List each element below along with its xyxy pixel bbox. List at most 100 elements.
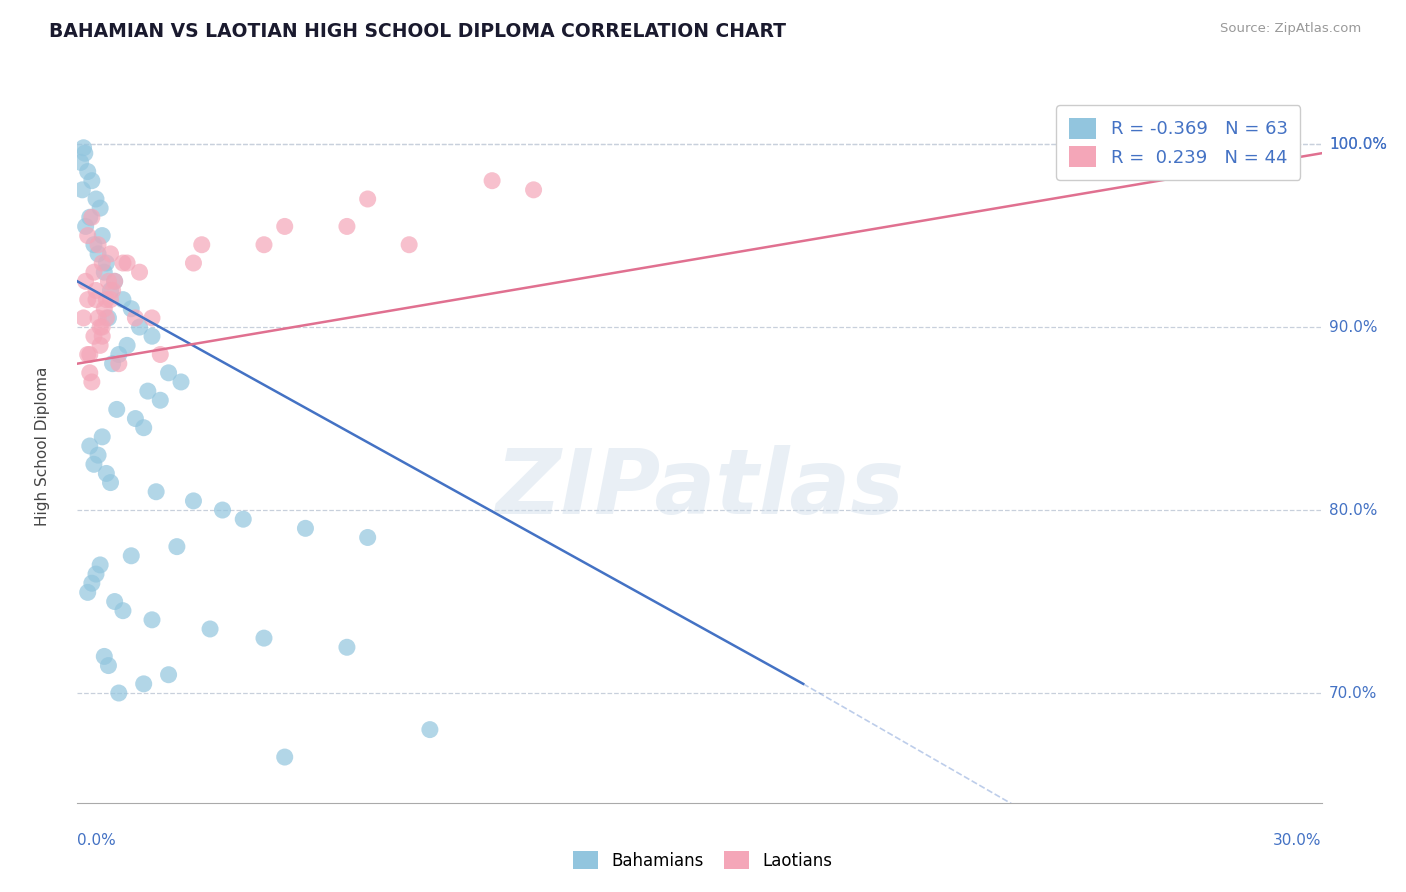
Point: [141, 613, 163, 627]
Point: [115, 256, 138, 270]
Point: [75, 219, 97, 234]
Point: [87, 310, 110, 325]
Text: 90.0%: 90.0%: [1329, 319, 1378, 334]
Point: [76, 228, 98, 243]
Point: [124, 411, 146, 425]
Point: [84, 567, 107, 582]
Point: [145, 484, 167, 499]
Point: [157, 667, 180, 681]
Point: [128, 320, 150, 334]
Point: [191, 237, 214, 252]
Point: [523, 183, 546, 197]
Point: [97, 310, 120, 325]
Point: [89, 201, 111, 215]
Point: [132, 677, 155, 691]
Point: [104, 274, 127, 288]
Point: [75, 274, 97, 288]
Point: [89, 320, 111, 334]
Point: [101, 357, 124, 371]
Point: [93, 265, 115, 279]
Point: [274, 219, 297, 234]
Point: [69, 155, 91, 169]
Point: [100, 293, 122, 307]
Point: [79, 439, 101, 453]
Point: [93, 301, 115, 316]
Point: [274, 750, 297, 764]
Point: [108, 686, 129, 700]
Point: [198, 622, 221, 636]
Point: [481, 174, 503, 188]
Point: [253, 237, 276, 252]
Legend: R = -0.369   N = 63, R =  0.239   N = 44: R = -0.369 N = 63, R = 0.239 N = 44: [1056, 105, 1301, 179]
Point: [72, 310, 94, 325]
Point: [87, 237, 110, 252]
Point: [105, 402, 128, 417]
Point: [84, 293, 107, 307]
Point: [80, 576, 103, 591]
Point: [398, 237, 420, 252]
Point: [72, 141, 94, 155]
Point: [115, 338, 138, 352]
Text: 80.0%: 80.0%: [1329, 502, 1378, 517]
Point: [108, 347, 129, 361]
Point: [104, 274, 127, 288]
Point: [357, 192, 380, 206]
Point: [84, 284, 107, 298]
Text: 30.0%: 30.0%: [1274, 833, 1322, 847]
Point: [79, 211, 101, 225]
Point: [120, 549, 142, 563]
Point: [79, 366, 101, 380]
Point: [357, 531, 380, 545]
Point: [91, 430, 114, 444]
Point: [132, 420, 155, 434]
Point: [91, 256, 114, 270]
Point: [336, 640, 359, 655]
Point: [100, 247, 122, 261]
Point: [141, 310, 163, 325]
Point: [80, 174, 103, 188]
Point: [97, 658, 120, 673]
Text: 70.0%: 70.0%: [1329, 686, 1378, 700]
Point: [96, 467, 118, 481]
Point: [419, 723, 441, 737]
Point: [84, 192, 107, 206]
Point: [136, 384, 159, 398]
Point: [170, 375, 193, 389]
Point: [76, 347, 98, 361]
Point: [76, 293, 98, 307]
Point: [336, 219, 359, 234]
Text: Source: ZipAtlas.com: Source: ZipAtlas.com: [1220, 22, 1361, 36]
Point: [101, 284, 124, 298]
Point: [89, 338, 111, 352]
Point: [111, 604, 134, 618]
Point: [80, 375, 103, 389]
Text: BAHAMIAN VS LAOTIAN HIGH SCHOOL DIPLOMA CORRELATION CHART: BAHAMIAN VS LAOTIAN HIGH SCHOOL DIPLOMA …: [49, 22, 786, 41]
Text: 100.0%: 100.0%: [1329, 136, 1388, 152]
Point: [89, 558, 111, 572]
Point: [73, 146, 96, 161]
Text: 0.0%: 0.0%: [77, 833, 117, 847]
Legend: Bahamians, Laotians: Bahamians, Laotians: [567, 845, 839, 877]
Point: [166, 540, 188, 554]
Point: [211, 503, 233, 517]
Point: [124, 310, 146, 325]
Point: [96, 293, 118, 307]
Point: [111, 293, 134, 307]
Text: High School Diploma: High School Diploma: [35, 367, 51, 525]
Point: [232, 512, 254, 526]
Text: ZIPatlas: ZIPatlas: [495, 445, 904, 533]
Point: [83, 329, 105, 343]
Point: [87, 448, 110, 462]
Point: [128, 265, 150, 279]
Point: [91, 320, 114, 334]
Point: [97, 274, 120, 288]
Point: [294, 521, 316, 535]
Point: [141, 329, 163, 343]
Point: [83, 458, 105, 472]
Point: [76, 585, 98, 599]
Point: [183, 256, 205, 270]
Point: [96, 310, 118, 325]
Point: [72, 183, 94, 197]
Point: [87, 247, 110, 261]
Text: 100.0%: 100.0%: [1329, 136, 1388, 152]
